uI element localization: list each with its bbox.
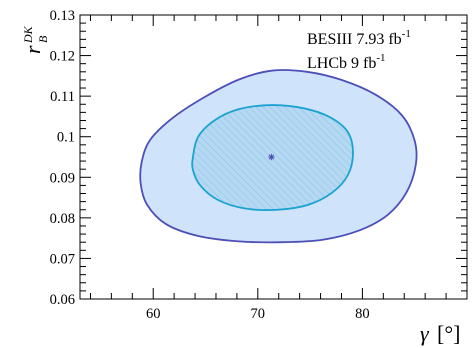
legend-entry-lhcb-text: LHCb 9 fb — [307, 55, 376, 72]
y-axis-superscript: DK — [21, 25, 35, 44]
y-tick-label: 0.1 — [57, 130, 75, 146]
x-tick-label: 60 — [146, 306, 161, 322]
best-fit-layer — [268, 153, 275, 161]
plot-frame — [79, 14, 468, 300]
legend-entry-lhcb: LHCb 9 fb-1 — [307, 52, 386, 72]
legend-entry-besiii-text: BESIII 7.93 fb — [307, 31, 402, 48]
legend-entry-besiii-sup: -1 — [402, 28, 411, 40]
legend: BESIII 7.93 fb-1 LHCb 9 fb-1 — [307, 28, 411, 72]
x-tick-label: 70 — [251, 306, 266, 322]
legend-entry-lhcb-sup: -1 — [376, 52, 385, 64]
axis-tick-labels: 60 70 80 0.06 0.07 0.08 0.09 0.1 0.11 0.12 0.13 — [50, 8, 370, 322]
legend-entry-besiii: BESIII 7.93 fb-1 — [307, 28, 411, 48]
y-tick-label: 0.09 — [50, 170, 75, 186]
y-tick-label: 0.07 — [50, 251, 75, 267]
contour-outer-line — [139, 69, 418, 244]
y-tick-label: 0.08 — [50, 211, 75, 227]
x-axis-unit: [°] — [437, 321, 460, 346]
x-axis-symbol: γ — [420, 321, 430, 346]
y-tick-label: 0.13 — [50, 8, 75, 24]
contours — [139, 69, 418, 244]
axis-ticks — [80, 14, 467, 300]
y-axis-symbol: r — [20, 45, 45, 54]
y-tick-label: 0.11 — [50, 89, 75, 105]
y-tick-label: 0.06 — [50, 292, 75, 308]
x-axis-title: γ [°] — [420, 321, 460, 346]
contour-inner-line — [191, 104, 354, 211]
best-fit-point — [268, 153, 275, 161]
y-axis-subscript: B — [36, 35, 50, 43]
y-axis-title: r DK B — [20, 25, 50, 54]
y-tick-label: 0.12 — [50, 49, 75, 65]
x-tick-label: 80 — [355, 306, 370, 322]
